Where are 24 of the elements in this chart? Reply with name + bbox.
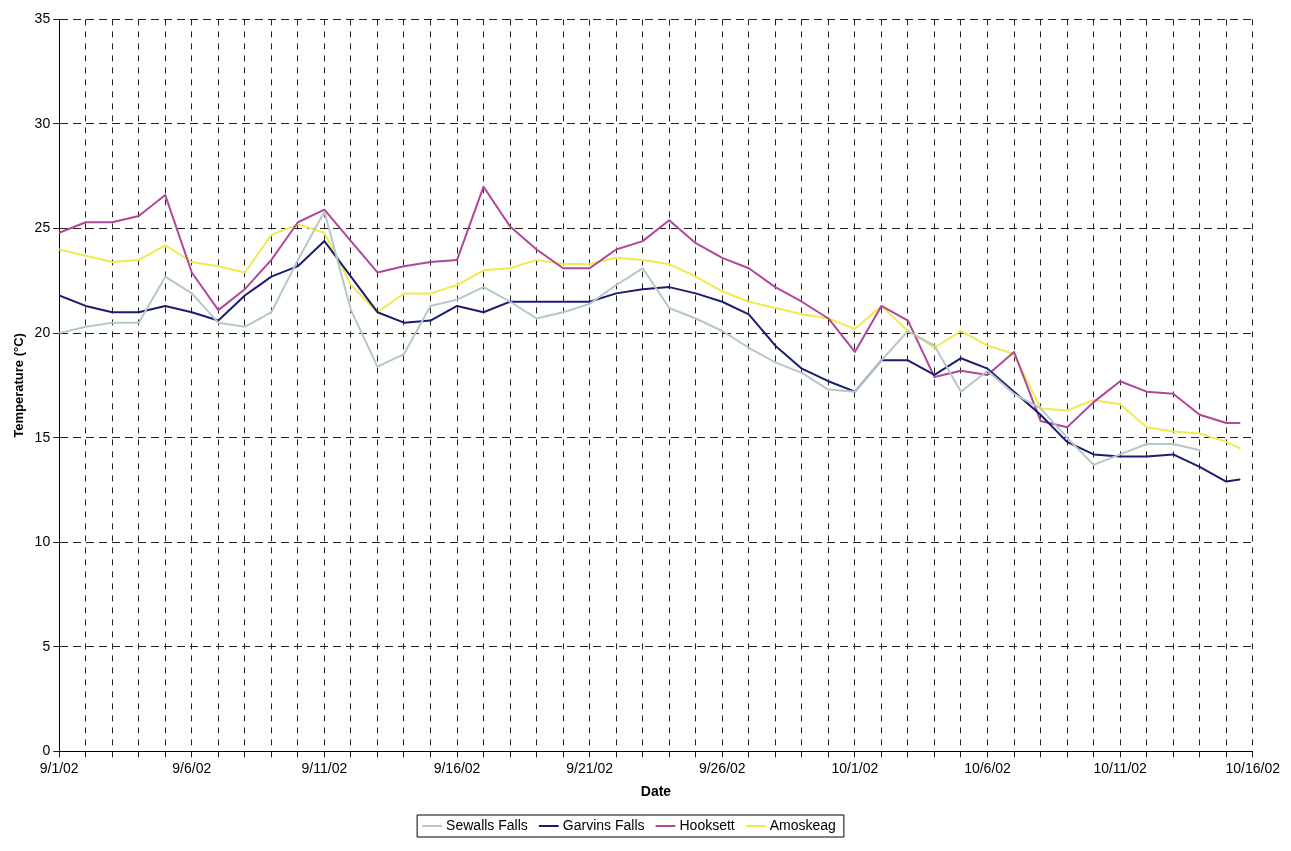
x-tick-label: 9/21/02 — [566, 759, 614, 776]
y-tick-label: 5 — [42, 637, 51, 654]
x-tick-label: 9/16/02 — [433, 759, 481, 776]
y-tick-label: 35 — [34, 10, 51, 27]
x-tick-label: 9/11/02 — [301, 759, 348, 776]
x-tick-label: 9/6/02 — [172, 759, 212, 776]
legend-label: Sewalls Falls — [446, 816, 528, 833]
x-tick-label: 10/11/02 — [1093, 759, 1148, 776]
x-tick-label: 10/1/02 — [831, 759, 879, 776]
x-tick-label: 9/1/02 — [39, 759, 79, 776]
y-tick-label: 25 — [34, 219, 51, 236]
y-tick-label: 0 — [42, 742, 51, 759]
y-tick-label: 20 — [34, 323, 51, 340]
y-axis-title: Temperature (°C) — [11, 333, 27, 438]
legend-label: Amoskeag — [769, 816, 836, 833]
y-tick-label: 10 — [34, 533, 51, 550]
x-tick-label: 10/16/02 — [1225, 759, 1281, 776]
legend-label: Garvins Falls — [562, 816, 645, 833]
x-axis-title: Date — [640, 783, 672, 800]
y-tick-label: 30 — [34, 114, 51, 131]
x-tick-label: 10/6/02 — [964, 759, 1012, 776]
x-tick-label: 9/26/02 — [698, 759, 746, 776]
legend-label: Hooksett — [679, 816, 735, 833]
y-tick-label: 15 — [34, 428, 51, 445]
